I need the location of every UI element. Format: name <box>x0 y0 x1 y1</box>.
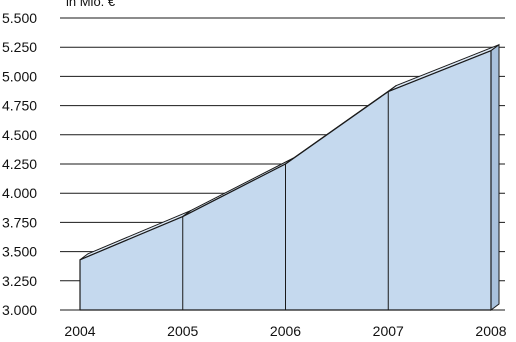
y-axis-ticks: 3.000 3.250 3.500 3.750 4.000 4.250 4.500 4.750… <box>2 10 37 318</box>
y-tick-label: 3.000 <box>2 302 37 318</box>
x-tick-label: 2006 <box>270 323 301 339</box>
area-series <box>79 43 500 311</box>
y-tick-label: 3.250 <box>2 273 37 289</box>
x-tick-label: 2008 <box>475 323 506 339</box>
y-tick-label: 5.250 <box>2 39 37 55</box>
y-tick-label: 5.500 <box>2 10 37 26</box>
x-tick-label: 2004 <box>64 323 95 339</box>
y-tick-label: 4.500 <box>2 127 37 143</box>
y-tick-label: 4.000 <box>2 185 37 201</box>
y-tick-label: 4.750 <box>2 98 37 114</box>
x-axis-ticks: 2004 2005 2006 2007 2008 <box>64 323 506 339</box>
x-tick-label: 2007 <box>373 323 404 339</box>
x-tick-label: 2005 <box>167 323 198 339</box>
y-tick-label: 3.750 <box>2 214 37 230</box>
y-tick-label: 5.000 <box>2 68 37 84</box>
y-tick-label: 4.250 <box>2 156 37 172</box>
area-side-face <box>490 43 500 311</box>
y-tick-label: 3.500 <box>2 244 37 260</box>
y-unit-label: in Mio. € <box>66 0 116 9</box>
